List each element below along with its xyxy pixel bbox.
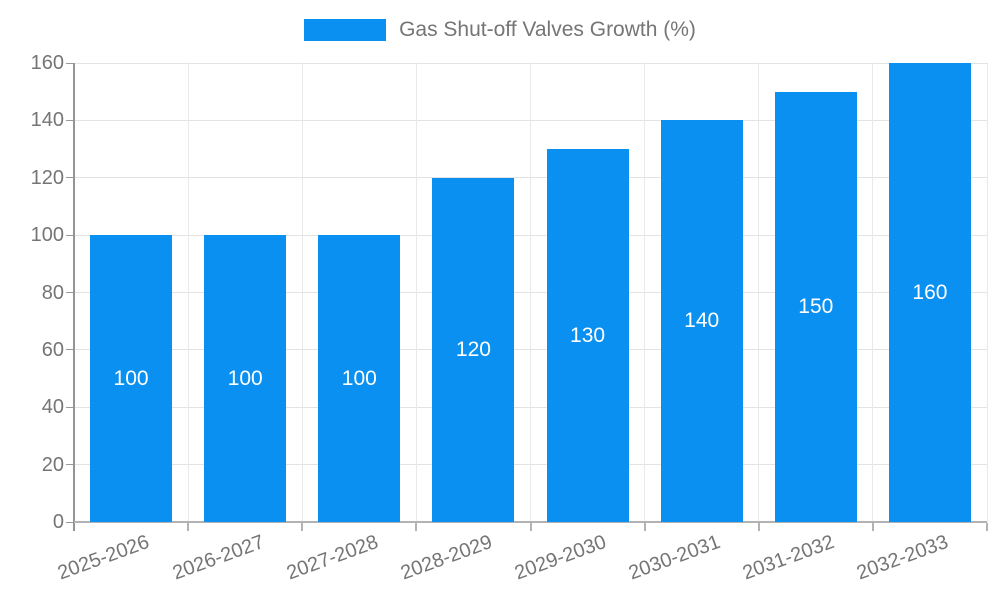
x-tick-label: 2026-2027 <box>169 531 267 585</box>
gridline-vertical <box>872 63 874 522</box>
gridline-vertical <box>301 63 303 522</box>
bar-value-label: 100 <box>113 366 149 390</box>
x-axis-tick <box>187 523 190 531</box>
x-axis-tick <box>757 523 760 531</box>
y-tick-label: 40 <box>41 396 64 419</box>
bar-value-label: 100 <box>227 366 263 390</box>
y-axis-tick <box>66 234 74 236</box>
legend-swatch-icon <box>304 19 387 41</box>
y-tick-label: 60 <box>41 338 64 361</box>
bar <box>546 149 629 522</box>
x-tick-label: 2032-2033 <box>854 531 952 585</box>
x-axis-tick <box>529 523 532 531</box>
bar-value-label: 160 <box>912 280 948 304</box>
y-axis-tick <box>66 349 74 351</box>
x-tick-label: 2027-2028 <box>283 531 381 585</box>
x-tick-label: 2031-2032 <box>739 531 838 585</box>
bar-value-label: 130 <box>570 323 606 347</box>
y-tick-label: 120 <box>30 166 64 189</box>
x-axis-line <box>74 521 987 523</box>
x-tick-label: 2025-2026 <box>55 531 153 585</box>
y-axis-tick <box>66 464 74 466</box>
bar <box>432 177 515 522</box>
bar <box>888 63 971 522</box>
gridline-vertical <box>758 63 760 522</box>
y-axis-tick <box>66 119 74 121</box>
bar <box>90 235 173 522</box>
x-axis-tick <box>415 523 418 531</box>
bar-value-label: 140 <box>684 309 720 333</box>
bar <box>204 235 287 522</box>
legend-label: Gas Shut-off Valves Growth (%) <box>399 18 696 41</box>
gridline-vertical <box>644 63 646 522</box>
gridline-vertical <box>986 63 988 522</box>
y-axis-tick <box>66 62 74 64</box>
bar <box>774 91 857 522</box>
y-tick-label: 0 <box>52 511 64 533</box>
legend-item[interactable]: Gas Shut-off Valves Growth (%) <box>0 18 1000 42</box>
gridline-vertical <box>530 63 531 522</box>
y-tick-label: 100 <box>30 224 64 247</box>
y-axis-line <box>73 63 75 531</box>
y-axis-tick <box>66 521 74 523</box>
bar-value-label: 120 <box>455 337 491 361</box>
bar <box>318 235 401 522</box>
y-tick-label: 140 <box>30 109 64 132</box>
gridline-vertical <box>415 63 417 522</box>
gridline-vertical <box>187 63 189 522</box>
x-axis-tick <box>301 523 304 531</box>
x-tick-label: 2030-2031 <box>625 531 724 585</box>
x-tick-label: 2029-2030 <box>511 531 610 585</box>
y-axis-tick <box>66 292 74 293</box>
y-tick-label: 80 <box>41 281 64 304</box>
y-axis-tick <box>66 406 74 408</box>
x-axis-tick <box>986 523 988 531</box>
bar <box>660 120 743 522</box>
y-axis-tick <box>66 177 74 179</box>
x-tick-label: 2028-2029 <box>397 531 495 585</box>
y-tick-label: 160 <box>30 52 64 74</box>
bar-value-label: 150 <box>798 294 834 318</box>
x-axis-tick <box>643 523 646 531</box>
y-tick-label: 20 <box>41 453 64 476</box>
x-axis-tick <box>871 523 874 531</box>
bar-value-label: 100 <box>341 366 377 390</box>
